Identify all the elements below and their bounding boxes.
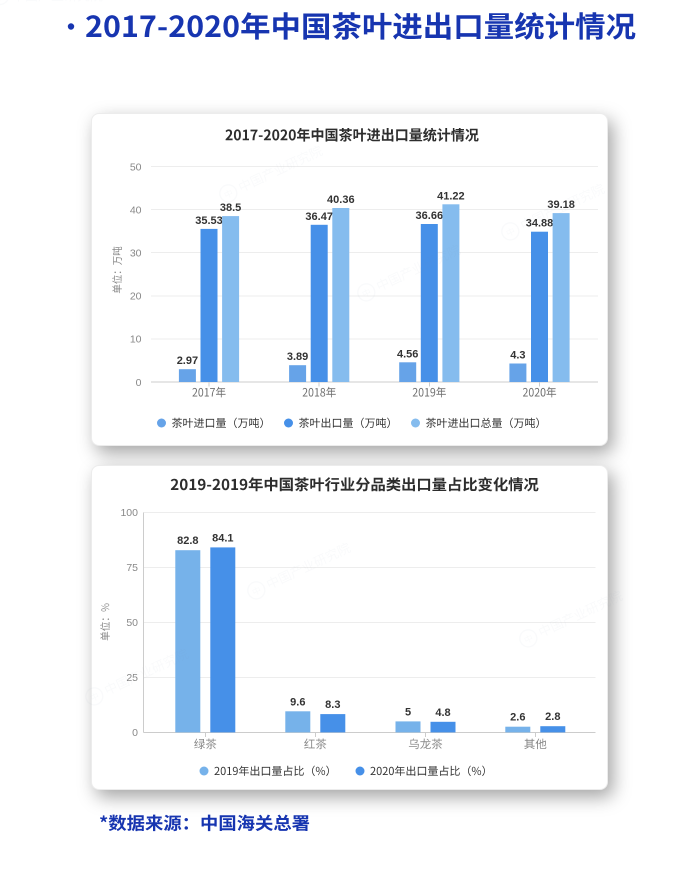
svg-text:5: 5 bbox=[405, 706, 411, 718]
svg-text:3.89: 3.89 bbox=[287, 351, 308, 363]
svg-text:4.8: 4.8 bbox=[435, 707, 450, 719]
svg-text:9.6: 9.6 bbox=[290, 696, 305, 708]
svg-text:41.22: 41.22 bbox=[437, 190, 465, 202]
svg-text:39.18: 39.18 bbox=[547, 199, 575, 211]
svg-text:0: 0 bbox=[132, 727, 138, 739]
svg-text:50: 50 bbox=[130, 161, 142, 173]
svg-text:2.6: 2.6 bbox=[510, 712, 525, 724]
svg-text:30: 30 bbox=[130, 248, 142, 260]
svg-text:40.36: 40.36 bbox=[327, 194, 355, 206]
svg-text:36.66: 36.66 bbox=[416, 210, 444, 222]
svg-text:10: 10 bbox=[130, 334, 142, 346]
svg-text:4.56: 4.56 bbox=[397, 348, 418, 360]
svg-text:36.47: 36.47 bbox=[305, 211, 333, 223]
svg-text:2.97: 2.97 bbox=[177, 355, 198, 367]
svg-text:84.1: 84.1 bbox=[212, 532, 233, 544]
svg-text:2.8: 2.8 bbox=[545, 711, 560, 723]
svg-text:35.53: 35.53 bbox=[195, 215, 223, 227]
svg-text:82.8: 82.8 bbox=[177, 535, 198, 547]
svg-text:4.3: 4.3 bbox=[510, 350, 525, 362]
svg-text:0: 0 bbox=[136, 377, 142, 389]
svg-text:40: 40 bbox=[130, 204, 142, 216]
svg-text:20: 20 bbox=[130, 291, 142, 303]
svg-text:8.3: 8.3 bbox=[325, 699, 340, 711]
svg-text:100: 100 bbox=[120, 507, 138, 519]
svg-text:34.88: 34.88 bbox=[526, 218, 554, 230]
svg-text:38.5: 38.5 bbox=[220, 202, 241, 214]
svg-text:50: 50 bbox=[126, 617, 138, 629]
svg-text:25: 25 bbox=[126, 672, 138, 684]
svg-text:75: 75 bbox=[126, 562, 138, 574]
